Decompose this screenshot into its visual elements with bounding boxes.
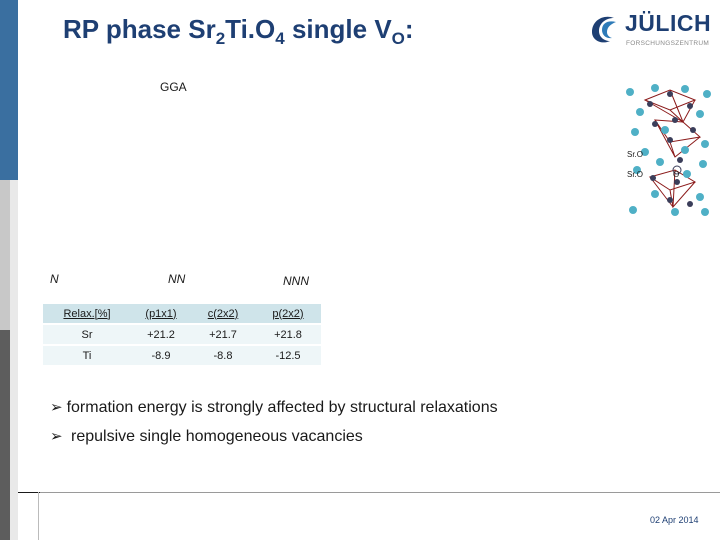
method-label: GGA xyxy=(160,80,187,94)
crystal-structure-image xyxy=(626,84,711,216)
logo-name: JÜLICH xyxy=(625,10,712,36)
left-accent-bar xyxy=(0,0,18,180)
bullet-item: ➢ formation energy is strongly affected b… xyxy=(50,399,498,416)
table-header-row: Relax.[%] (p1x1) c(2x2) p(2x2) xyxy=(43,304,321,323)
label-n: N xyxy=(50,272,59,286)
arrow-bullet-icon: ➢ xyxy=(50,428,63,445)
footer-vertical-divider xyxy=(38,492,39,540)
left-light-bar xyxy=(10,180,18,540)
table-cell: -12.5 xyxy=(255,346,321,365)
bullet-item: ➢ repulsive single homogeneous vacancies xyxy=(50,428,363,445)
table-row: Sr +21.2 +21.7 +21.8 xyxy=(43,325,321,344)
table-cell: +21.8 xyxy=(255,325,321,344)
table-cell: +21.7 xyxy=(191,325,255,344)
julich-logo: JÜLICH FORSCHUNGSZENTRUM xyxy=(588,10,713,55)
table-cell: Ti xyxy=(43,346,131,365)
slide-title: RP phase Sr2Ti.O4 single VO: xyxy=(63,14,414,49)
relaxation-table: Relax.[%] (p1x1) c(2x2) p(2x2) Sr +21.2 … xyxy=(43,302,321,367)
table-cell: +21.2 xyxy=(131,325,191,344)
vacancy-label: O xyxy=(673,170,680,179)
table-cell: -8.8 xyxy=(191,346,255,365)
arrow-bullet-icon: ➢ xyxy=(50,399,63,416)
table-header-cell: c(2x2) xyxy=(191,304,255,323)
label-nnn: NNN xyxy=(283,274,309,288)
sro-label-bottom: Sr.O xyxy=(627,170,644,179)
table-header-cell: (p1x1) xyxy=(131,304,191,323)
logo-swirl-icon xyxy=(592,16,616,43)
logo-subtitle: FORSCHUNGSZENTRUM xyxy=(626,40,710,47)
label-nn: NN xyxy=(168,272,186,286)
table-header-cell: p(2x2) xyxy=(255,304,321,323)
table-cell: -8.9 xyxy=(131,346,191,365)
footer-date: 02 Apr 2014 xyxy=(650,515,699,525)
table-row: Ti -8.9 -8.8 -12.5 xyxy=(43,346,321,365)
sro-label-top: Sr.O xyxy=(627,150,644,159)
footer-accent-line xyxy=(18,492,40,493)
table-header-cell: Relax.[%] xyxy=(43,304,131,323)
table-cell: Sr xyxy=(43,325,131,344)
footer-divider xyxy=(40,492,720,493)
